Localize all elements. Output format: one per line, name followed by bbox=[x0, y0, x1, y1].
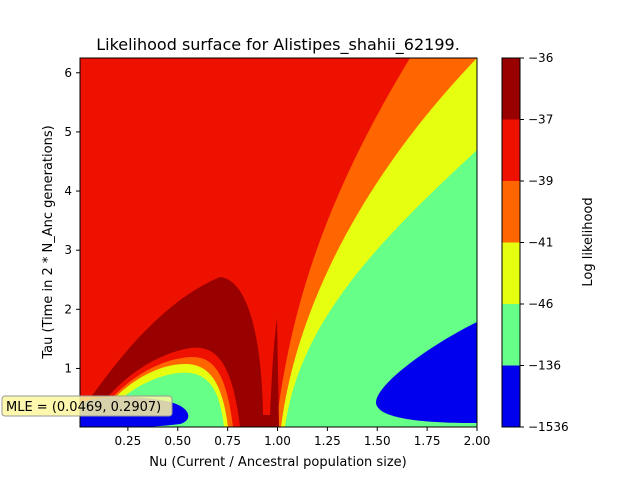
x-axis: 0.25 0.50 0.75 1.00 1.25 1.50 1.75 2.00 bbox=[115, 427, 491, 448]
colorbar-bands bbox=[502, 58, 520, 427]
contour-plot bbox=[79, 57, 478, 428]
colorbar-band bbox=[502, 58, 520, 120]
x-tick-label: 2.00 bbox=[464, 434, 491, 448]
colorbar-band bbox=[502, 304, 520, 366]
contour-level-5 bbox=[375, 322, 477, 423]
x-tick-label: 1.00 bbox=[264, 434, 291, 448]
colorbar-tick-label: −46 bbox=[528, 297, 553, 311]
y-axis-label: Tau (Time in 2 * N_Anc generations) bbox=[41, 125, 56, 359]
colorbar-band bbox=[502, 242, 520, 304]
x-tick-label: 0.75 bbox=[214, 434, 241, 448]
colorbar-band bbox=[502, 181, 520, 243]
x-axis-label: Nu (Current / Ancestral population size) bbox=[149, 455, 406, 470]
colorbar: −36 −37 −39 −41 −46 −136 −1536 Log likelihood bbox=[501, 51, 596, 434]
y-tick-label: 2 bbox=[64, 302, 72, 316]
y-tick-label: 1 bbox=[64, 361, 72, 375]
y-tick-label: 3 bbox=[64, 243, 72, 257]
mle-annotation-text: MLE = (0.0469, 0.2907) bbox=[6, 400, 161, 415]
colorbar-tick-label: −36 bbox=[528, 51, 553, 65]
chart-title: Likelihood surface for Alistipes_shahii_… bbox=[96, 35, 460, 55]
x-tick-label: 0.50 bbox=[164, 434, 191, 448]
y-tick-label: 6 bbox=[64, 66, 72, 80]
colorbar-band bbox=[502, 119, 520, 181]
colorbar-tick-label: −1536 bbox=[528, 420, 569, 434]
y-tick-label: 5 bbox=[64, 125, 72, 139]
colorbar-tick-label: −37 bbox=[528, 113, 553, 127]
colorbar-band bbox=[502, 365, 520, 427]
plot-frame bbox=[79, 57, 478, 428]
colorbar-tick-label: −41 bbox=[528, 236, 553, 250]
x-tick-label: 1.50 bbox=[364, 434, 391, 448]
colorbar-tick-label: −39 bbox=[528, 174, 553, 188]
colorbar-ticks: −36 −37 −39 −41 −46 −136 −1536 bbox=[520, 51, 569, 434]
x-tick-label: 0.25 bbox=[115, 434, 142, 448]
x-tick-label: 1.75 bbox=[414, 434, 441, 448]
mle-annotation-box bbox=[1, 395, 173, 417]
contour-regions bbox=[80, 58, 477, 427]
x-tick-label: 1.25 bbox=[314, 434, 341, 448]
colorbar-tick-label: −136 bbox=[528, 359, 561, 373]
y-axis: 1 2 3 4 5 6 bbox=[64, 66, 80, 375]
mle-annotation: MLE = (0.0469, 0.2907) bbox=[1, 395, 173, 417]
colorbar-label: Log likelihood bbox=[581, 197, 596, 286]
y-tick-label: 4 bbox=[64, 184, 72, 198]
